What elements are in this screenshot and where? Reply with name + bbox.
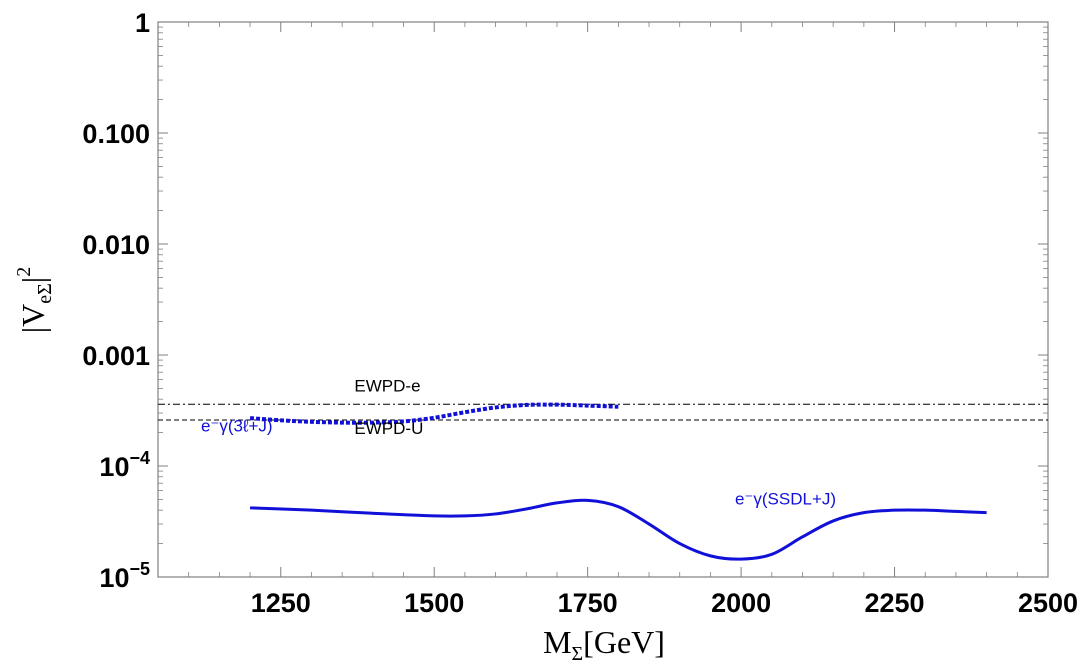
- annotation-label: e⁻γ(3ℓ+J): [201, 416, 273, 435]
- x-tick-label: 2250: [865, 588, 925, 618]
- y-tick-label: 0.010: [82, 230, 150, 260]
- annotation-label: EWPD-e: [354, 376, 420, 395]
- x-axis-title-sub: Σ: [572, 643, 584, 665]
- plot-frame: [158, 22, 1048, 577]
- annotation-label: e⁻γ(SSDL+J): [735, 489, 836, 508]
- y-tick-label: 10−5: [99, 559, 150, 593]
- x-tick-label: 1250: [251, 588, 311, 618]
- x-tick-label: 2500: [1018, 588, 1078, 618]
- series-line-ssdl: [250, 500, 987, 559]
- x-axis-title: MΣ[GeV]: [543, 624, 665, 665]
- y-tick-label: 0.001: [82, 341, 150, 371]
- y-tick-label: 1: [135, 8, 150, 38]
- y-tick-label: 0.100: [82, 119, 150, 149]
- y-tick-label: 10−4: [99, 448, 150, 482]
- x-tick-label: 1500: [404, 588, 464, 618]
- x-tick-label: 1750: [558, 588, 618, 618]
- annotation-label: EWPD-U: [354, 419, 423, 438]
- x-tick-label: 2000: [711, 588, 771, 618]
- y-axis-title: |VeΣ|2: [13, 267, 56, 333]
